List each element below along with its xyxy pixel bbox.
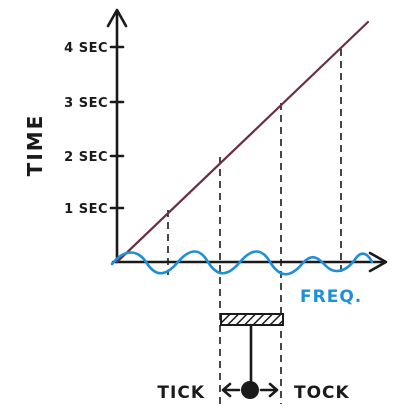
x-axis (111, 251, 388, 273)
x-axis-title: FREQ. (300, 287, 362, 307)
y-tick-label-3: 3 SEC (64, 96, 108, 111)
pendulum-pivot-bar (220, 313, 284, 326)
y-axis-title: TIME (23, 114, 47, 177)
pendulum (220, 313, 284, 399)
y-tick-label-4: 4 SEC (64, 41, 108, 56)
tock-label: TOCK (294, 383, 350, 403)
y-tick-label-1: 1 SEC (64, 202, 108, 217)
pendulum-bob (241, 381, 259, 399)
frequency-wave (110, 250, 374, 276)
tick-label: TICK (157, 383, 205, 403)
time-ramp-line (115, 20, 370, 264)
y-tick-label-2: 2 SEC (64, 150, 108, 165)
y-tick-marks (109, 45, 125, 210)
arrow-right (259, 382, 279, 398)
y-axis (106, 8, 128, 264)
dashed-guides (167, 49, 342, 404)
arrow-left (221, 382, 241, 398)
